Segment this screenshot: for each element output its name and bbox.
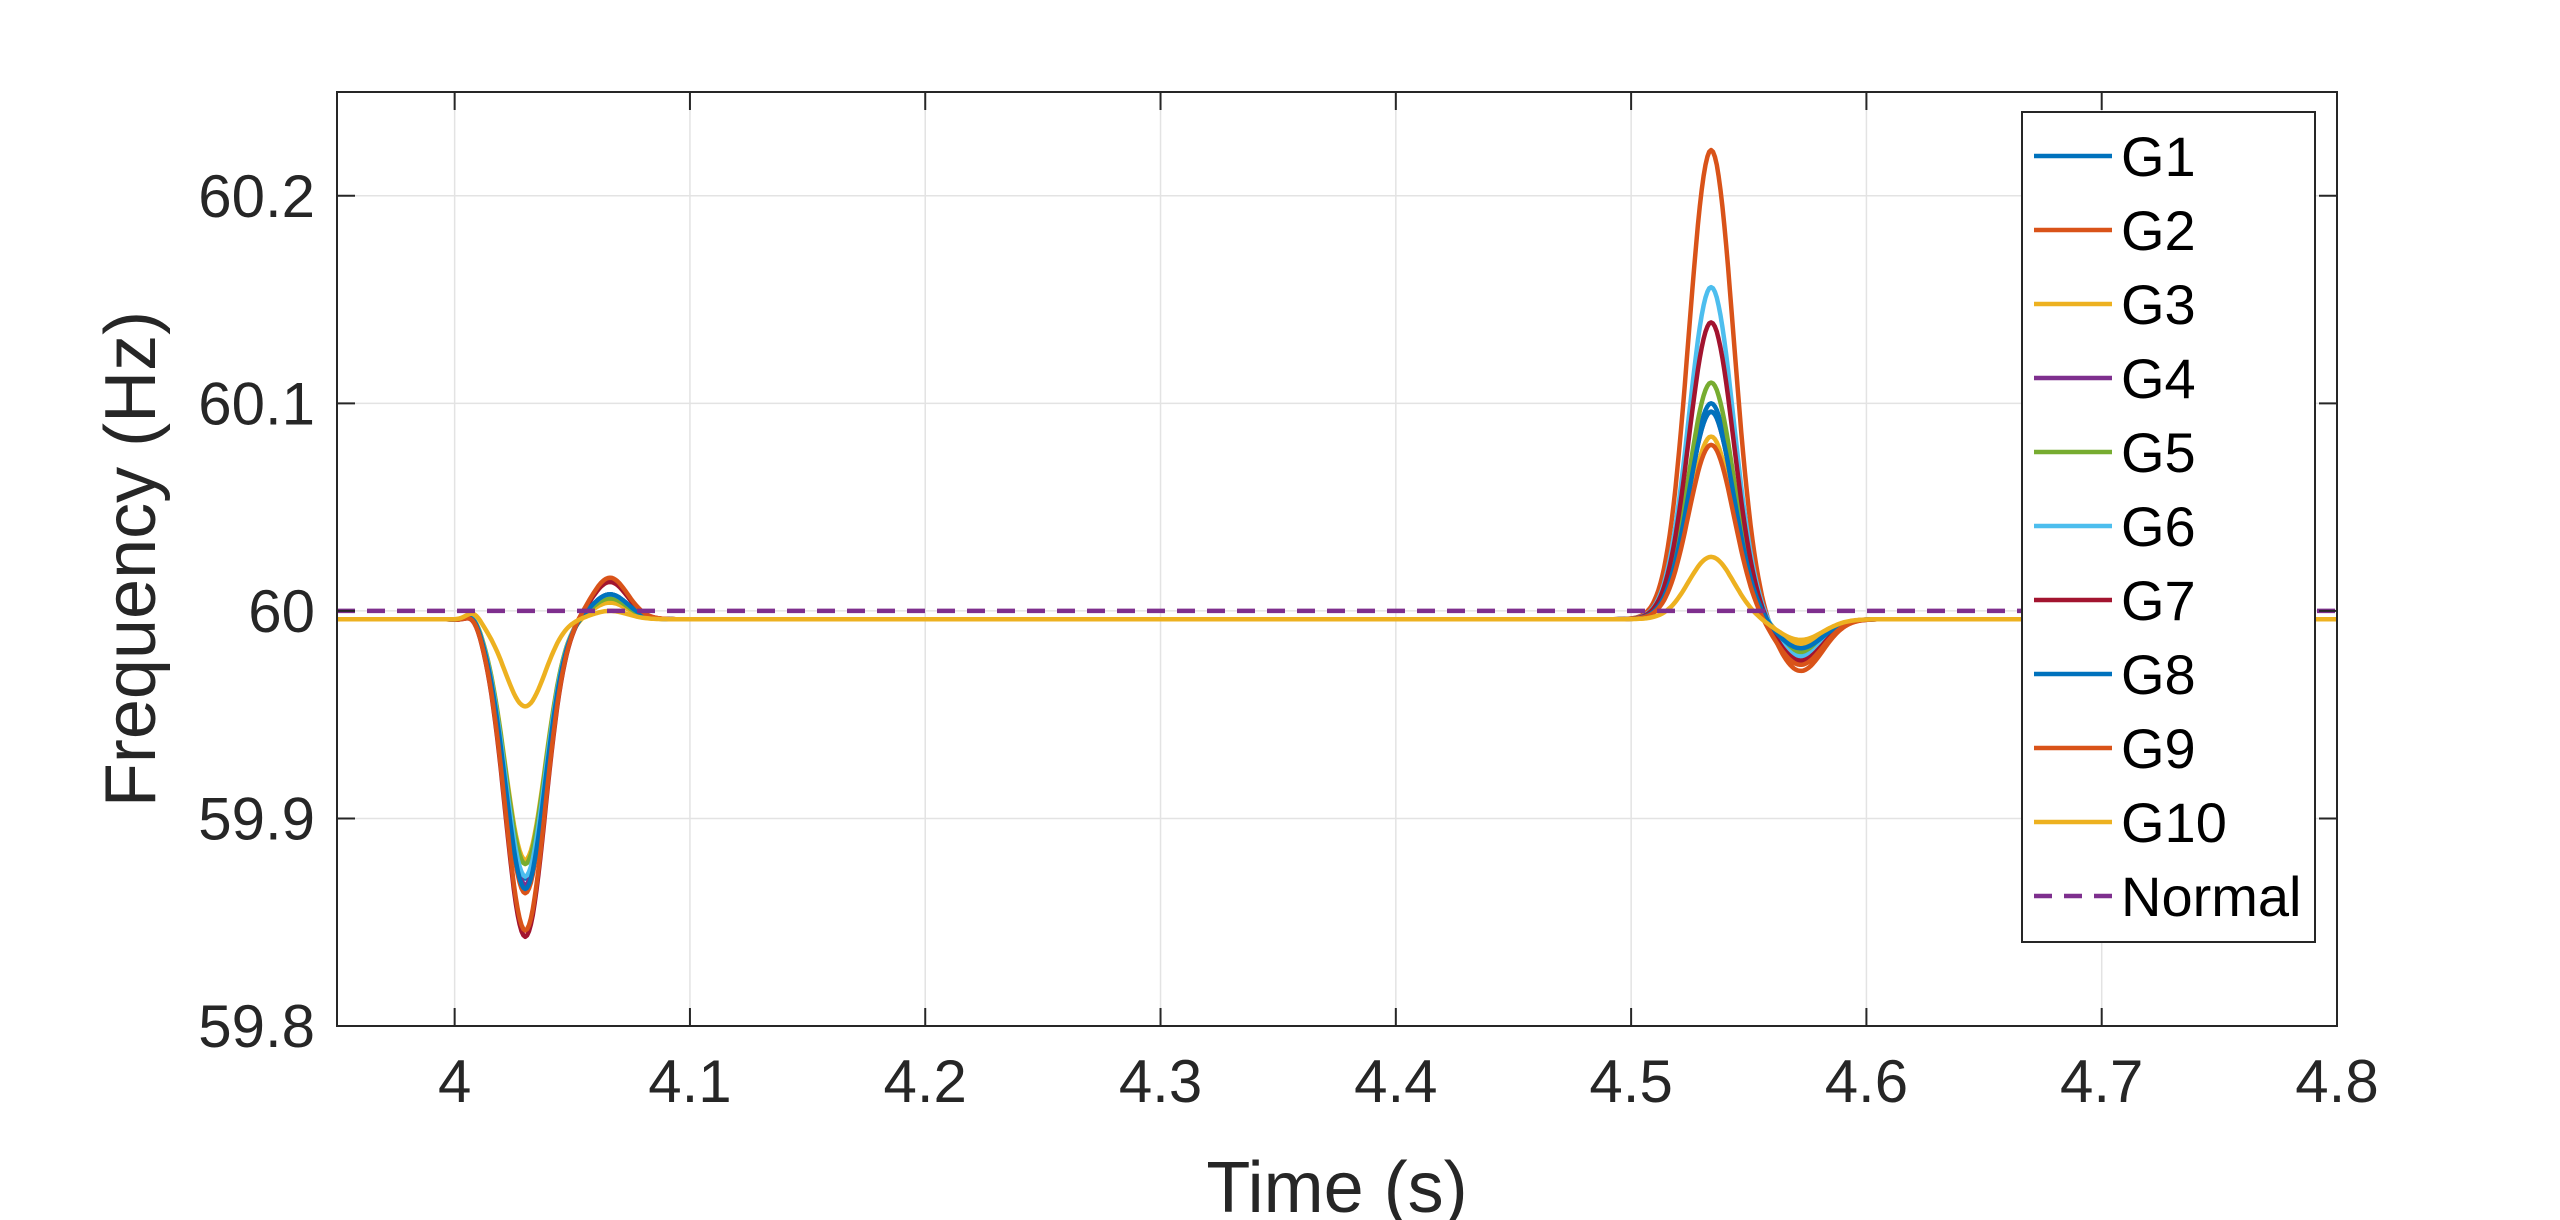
legend-box [2021,111,2316,943]
legend-label: G6 [2121,495,2196,558]
y-tick-label: 60.1 [198,370,315,437]
legend-label: G10 [2121,791,2227,854]
axis-ticks [337,92,2338,1027]
x-axis-label: Time (s) [1206,1148,1467,1220]
x-tick-label: 4.6 [1825,1048,1908,1115]
x-tick-label: 4.4 [1354,1048,1437,1115]
legend-label: Normal [2121,865,2301,928]
plot-area [337,92,2337,1026]
x-tick-label: 4.8 [2295,1048,2378,1115]
legend: G1 G2 G3 G4 G5 G6 G7 G8 G9 G10 Normal [2021,111,2316,943]
legend-label: G7 [2121,569,2196,632]
legend-label: G5 [2121,421,2196,484]
y-tick-label: 59.9 [198,785,315,852]
legend-label: G9 [2121,717,2196,780]
x-tick-label: 4.7 [2060,1048,2143,1115]
x-tick-label: 4.5 [1589,1048,1672,1115]
legend-label: G2 [2121,199,2196,262]
y-tick-label: 60.2 [198,163,315,230]
x-tick-label: 4.1 [648,1048,731,1115]
y-tick-label: 59.8 [198,993,315,1060]
legend-label: G4 [2121,347,2196,410]
series-lines [336,147,2337,940]
y-tick-label: 60 [248,578,315,645]
x-tick-label: 4 [438,1048,471,1115]
tick-labels: 4 4.1 4.2 4.3 4.4 4.5 4.6 4.7 4.8 59.8 59.9 60 60.1 6… [198,163,2378,1115]
series-line-g10 [336,554,2337,709]
legend-label: G1 [2121,125,2196,188]
x-tick-label: 4.2 [884,1048,967,1115]
x-tick-label: 4.3 [1119,1048,1202,1115]
y-axis-label: Frequency (Hz) [91,311,171,807]
plot-frame [336,91,2338,1027]
legend-label: G3 [2121,273,2196,336]
legend-label: G8 [2121,643,2196,706]
